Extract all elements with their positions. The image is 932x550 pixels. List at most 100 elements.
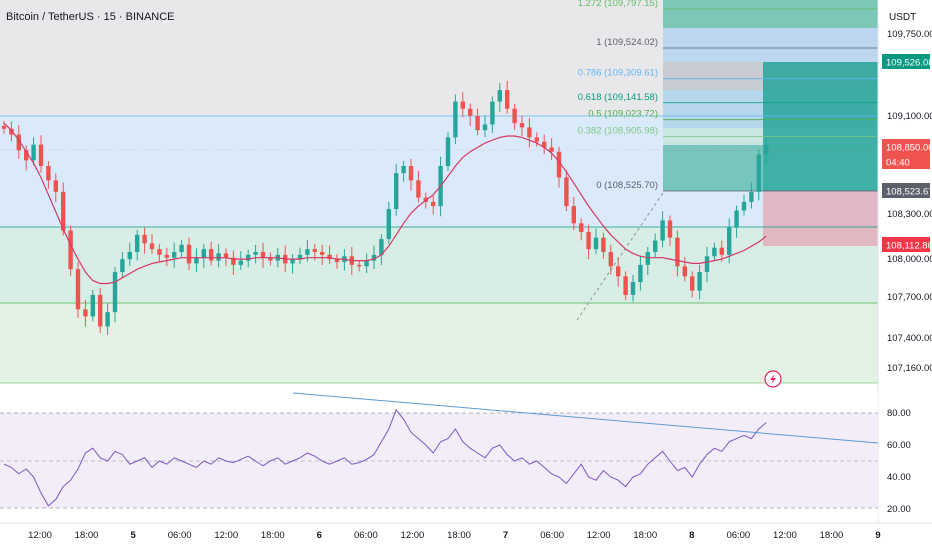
candle-body [756,154,761,192]
rsi-band [0,413,878,508]
price-axis-ticks: 109,750.00 109,100.00 108,300.00 108,000.00… [887,29,932,374]
time-tick: 6 [317,530,322,541]
fib-box-1 [663,28,878,62]
position-profit-zone [763,62,878,191]
zone-lightgreen [0,303,878,383]
fib-label-0.5: 0.5 (109,023.72) [588,109,658,120]
currency-label[interactable]: USDT [889,12,916,23]
fib-label-1.272: 1.272 (109,797.15) [578,0,658,9]
candle-body [386,209,391,240]
candle-body [98,294,103,327]
time-tick: 12:00 [28,530,52,541]
time-tick: 18:00 [261,530,285,541]
price-tick: 108,000.00 [887,254,932,265]
candle-body [667,220,673,238]
candle-body [238,260,243,265]
time-tick: 7 [503,530,508,541]
candle-body [645,251,650,265]
candle-body [653,240,658,252]
price-badge-text: 109,526.08 [886,58,932,69]
candle-body [379,239,384,255]
candle-body [305,249,310,255]
candle-body [394,173,399,210]
price-badge-text: 04:40 [886,158,910,169]
fib-label-0.618: 0.618 (109,141.58) [578,92,658,103]
candle-body [312,249,317,252]
price-axis-panel[interactable] [878,0,932,550]
candle-body [68,230,73,270]
candle-body [16,134,21,151]
position-loss-zone [763,191,878,246]
candle-body [431,201,436,207]
candle-body [24,150,29,161]
candle-body [616,266,621,277]
price-axis-badges: 109,526.08 108,850.00 04:40 108,523.67 108,1… [882,54,932,252]
price-badge [882,139,930,154]
candle-body [734,210,739,228]
lightning-bolt-icon[interactable] [764,370,782,388]
candle-body [697,272,702,291]
price-badge-text: 108,523.67 [886,187,932,198]
candle-body [460,101,465,109]
time-tick: 12:00 [587,530,611,541]
candle-body [749,191,754,202]
candle-body [31,144,36,161]
rsi-trendline[interactable] [292,392,879,444]
candle-body [290,259,295,264]
candle-body [675,237,680,267]
candle-body [38,144,44,167]
price-tick: 108,300.00 [887,209,932,220]
symbol-title[interactable]: Bitcoin / TetherUS · 15 · BINANCE [6,11,175,23]
candle-body [608,251,613,267]
price-badge [882,237,930,252]
time-tick: 18:00 [75,530,99,541]
candle-body [630,282,636,295]
time-tick: 06:00 [540,530,564,541]
candle-body [223,253,229,258]
candle-body [719,247,724,255]
candle-body [542,141,547,148]
price-tick: 107,400.00 [887,333,932,344]
time-tick: 06:00 [726,530,750,541]
fib-connector-dashed [576,189,666,321]
position-tool[interactable] [663,62,878,246]
candle-body [371,254,377,261]
candle-body [416,180,421,198]
candle-body [660,220,665,241]
rsi-tick: 60.00 [887,440,911,451]
candle-body [327,254,332,260]
candle-body [579,223,584,232]
candle-body [564,177,569,207]
candle-body [127,251,132,260]
time-tick: 12:00 [773,530,797,541]
candle-body [142,234,147,244]
price-tick: 109,750.00 [887,29,932,40]
price-badge-text: 108,112.86 [886,241,932,252]
candle-body [512,108,517,124]
candle-body [320,251,325,255]
candle-body [586,231,591,250]
rsi-tick: 80.00 [887,408,911,419]
price-candles [1,80,769,335]
rsi-axis-ticks: 80.00 60.00 40.00 20.00 [887,408,911,515]
candle-body [549,147,554,152]
candle-body [112,272,118,313]
fib-level-labels: 1.272 (109,797.15) 1 (109,524.02) 0.786 (1… [578,0,658,191]
price-tick: 107,160.00 [887,363,932,374]
candle-body [357,264,362,267]
candle-body [201,249,206,258]
candle-body [297,254,303,260]
candle-body [260,251,266,258]
price-badge [882,154,930,169]
moving-average-line [3,122,767,285]
candle-body [482,124,488,131]
candle-body [334,259,340,263]
candle-body [364,260,369,267]
candle-body [571,206,576,224]
candle-body [401,166,406,174]
candle-body [623,276,628,295]
candle-body [475,115,480,131]
candle-body [527,127,532,138]
